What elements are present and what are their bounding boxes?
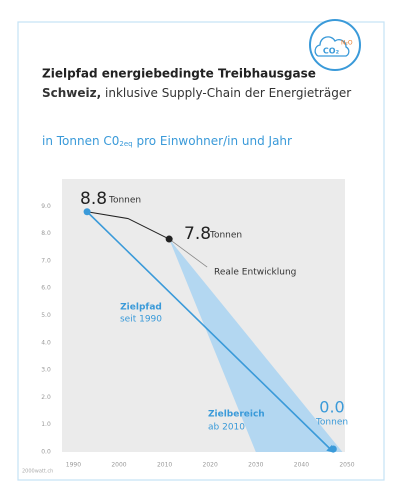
title-bold: Schweiz,	[42, 86, 101, 100]
x-tick-label: 2000	[111, 462, 126, 469]
value-label: 0.0	[319, 398, 344, 417]
y-tick-label: 5.0	[41, 312, 51, 319]
target-point	[83, 208, 91, 216]
title: Zielpfad energiebedingte Treibhausgase	[42, 67, 316, 81]
icon-label: N₂O	[341, 40, 353, 47]
y-tick-label: 4.0	[41, 339, 51, 346]
annotation: seit 1990	[120, 315, 162, 325]
x-tick-label: 2050	[339, 462, 354, 469]
x-tick-label: 2030	[248, 462, 263, 469]
target-line	[86, 211, 335, 453]
y-tick-label: 9.0	[41, 203, 51, 210]
unit-label: Tonnen	[209, 231, 242, 241]
co2-icon: N₂O CO₂	[309, 19, 361, 71]
y-tick-label: 8.0	[41, 230, 51, 237]
target-area	[169, 239, 343, 452]
series-label: Zielpfad	[120, 303, 162, 313]
unit-label: Tonnen	[108, 196, 141, 206]
y-tick-label: 6.0	[41, 285, 51, 292]
real-point	[165, 235, 173, 243]
source: 2000watt.ch	[22, 469, 53, 475]
target-point	[329, 445, 337, 453]
y-tick-label: 3.0	[41, 367, 51, 374]
x-tick-label: 1990	[66, 462, 81, 469]
y-tick-label: 7.0	[41, 257, 51, 264]
series-label: Reale Entwicklung	[214, 268, 296, 278]
subtitle: in Tonnen C02eq pro Einwohner/in und Jah…	[42, 134, 292, 149]
value-label: 8.8	[80, 189, 107, 209]
x-tick-label: 2010	[157, 462, 172, 469]
leader-line	[168, 238, 208, 268]
subtitle-part: in Tonnen C0	[42, 134, 119, 148]
subtitle-sub: 2eq	[119, 140, 132, 148]
icon-label: CO₂	[323, 47, 340, 56]
x-tick-label: 2040	[294, 462, 309, 469]
unit-label: Tonnen	[315, 418, 348, 428]
x-tick-label: 2020	[203, 462, 218, 469]
series-label: Zielbereich	[208, 410, 265, 420]
real-line	[86, 211, 170, 240]
annotation: ab 2010	[208, 423, 245, 433]
y-tick-label: 2.0	[41, 394, 51, 401]
subtitle-part: pro Einwohner/in und Jahr	[133, 134, 292, 148]
title: Schweiz, inklusive Supply-Chain der Ener…	[42, 86, 351, 100]
value-label: 7.8	[184, 224, 211, 244]
y-tick-label: 0.0	[41, 449, 51, 456]
y-tick-label: 1.0	[41, 421, 51, 428]
title-rest: inklusive Supply-Chain der Energieträger	[105, 86, 351, 100]
frame	[17, 21, 385, 481]
